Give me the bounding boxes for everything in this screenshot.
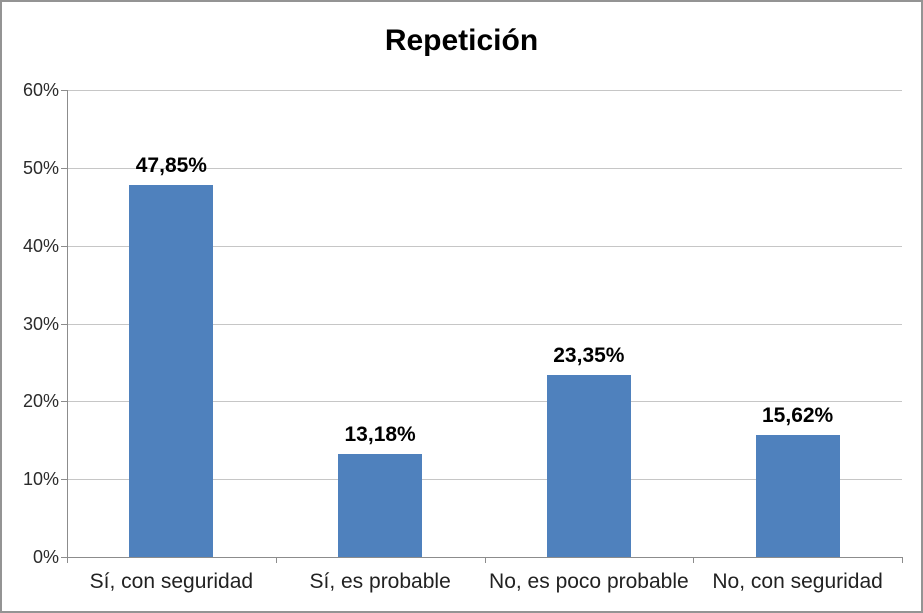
y-tick-label: 10% bbox=[22, 469, 59, 490]
x-axis-tick bbox=[484, 557, 486, 563]
y-tick-label: 50% bbox=[22, 157, 59, 178]
x-category-label: No, es poco probable bbox=[489, 570, 689, 593]
bar-value-label: 23,35% bbox=[553, 344, 625, 368]
y-gridline bbox=[67, 479, 902, 481]
y-gridline bbox=[67, 323, 902, 325]
bar-value-label: 13,18% bbox=[344, 423, 416, 447]
y-tick-label: 20% bbox=[22, 391, 59, 412]
y-gridline bbox=[67, 245, 902, 247]
y-axis-tick bbox=[61, 401, 67, 403]
y-axis-tick bbox=[61, 323, 67, 325]
bar bbox=[755, 435, 840, 557]
y-axis-tick bbox=[61, 167, 67, 169]
bar bbox=[546, 375, 631, 557]
y-axis-tick bbox=[61, 245, 67, 247]
bar-value-label: 47,85% bbox=[135, 153, 207, 177]
x-axis-tick bbox=[902, 557, 903, 563]
x-axis-tick bbox=[275, 557, 277, 563]
y-axis-tick bbox=[61, 479, 67, 481]
y-gridline bbox=[67, 401, 902, 403]
x-category-label: Sí, con seguridad bbox=[89, 570, 254, 593]
y-tick-label: 40% bbox=[22, 235, 59, 256]
y-tick-label: 30% bbox=[22, 313, 59, 334]
x-axis-line bbox=[61, 557, 902, 558]
chart-title: Repetición bbox=[384, 24, 539, 57]
bar-value-label: 15,62% bbox=[762, 404, 834, 428]
x-category-label: No, con seguridad bbox=[712, 570, 883, 593]
y-axis-tick bbox=[61, 90, 67, 91]
bar bbox=[129, 184, 214, 557]
y-tick-label: 0% bbox=[32, 547, 59, 567]
y-tick-label: 60% bbox=[22, 80, 59, 100]
y-gridline bbox=[67, 90, 902, 91]
y-gridline bbox=[67, 167, 902, 169]
x-category-label: Sí, es probable bbox=[309, 570, 451, 593]
y-axis-line bbox=[67, 90, 68, 563]
bar bbox=[338, 454, 423, 557]
x-axis-tick bbox=[693, 557, 695, 563]
